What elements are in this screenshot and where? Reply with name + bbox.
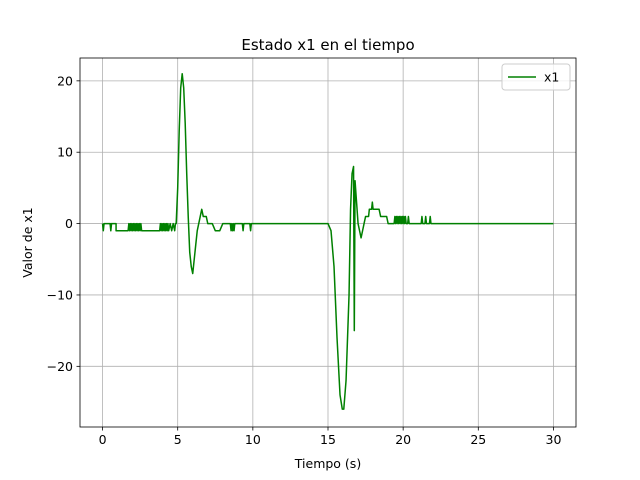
x-tick-label: 0	[99, 432, 107, 447]
y-axis-label: Valor de x1	[20, 207, 35, 277]
x-tick-label: 20	[395, 432, 411, 447]
x-axis-label: Tiempo (s)	[294, 456, 361, 471]
legend: x1	[501, 63, 571, 91]
x-tick-label: 10	[245, 432, 261, 447]
y-tick-label: −10	[47, 287, 73, 302]
x-tick-label: 15	[320, 432, 336, 447]
x-tick-label: 5	[174, 432, 182, 447]
y-tick-label: 0	[65, 216, 73, 231]
y-tick-label: −20	[47, 359, 73, 374]
chart-title: Estado x1 en el tiempo	[241, 36, 414, 54]
y-tick-label: 10	[57, 145, 73, 160]
x-tick-label: 25	[470, 432, 486, 447]
y-tick-label: 20	[57, 73, 73, 88]
series-layer	[101, 72, 554, 410]
series-line-x1	[101, 72, 554, 410]
ticks: 0 5 10 15 20 25 30 −20 −10 0 10 20	[47, 73, 562, 447]
legend-label-x1: x1	[544, 70, 559, 85]
x-tick-label: 30	[546, 432, 562, 447]
